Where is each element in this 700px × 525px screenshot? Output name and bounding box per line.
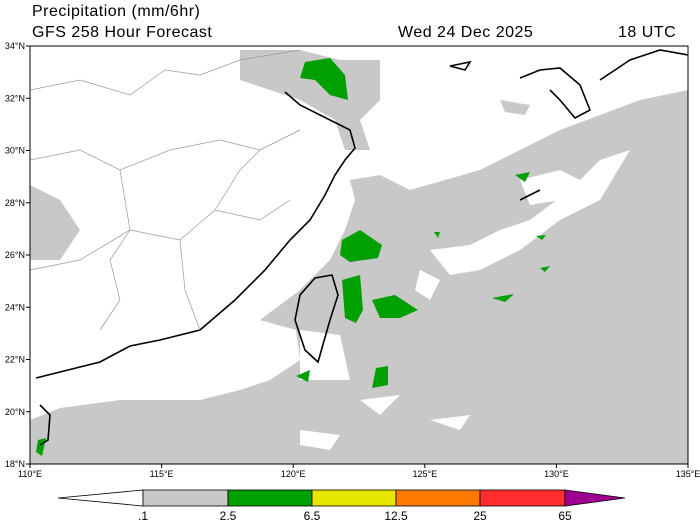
colorbar-segment (479, 489, 566, 507)
lat-label: 24°N (5, 302, 25, 312)
title: Precipitation (mm/6hr) (32, 3, 200, 20)
colorbar-segment (142, 489, 229, 507)
lat-label: 32°N (5, 93, 25, 103)
lat-label: 20°N (5, 407, 25, 417)
lon-label: 120°E (281, 469, 306, 479)
colorbar-segment (311, 489, 397, 507)
colorbar (57, 489, 626, 507)
colorbar-segment (395, 489, 481, 507)
lat-label: 30°N (5, 146, 25, 156)
colorbar-segment (227, 489, 313, 507)
lat-label: 26°N (5, 250, 25, 260)
colorbar-segment (57, 489, 144, 507)
lat-label: 34°N (5, 41, 25, 51)
lon-label: 125°E (412, 469, 437, 479)
precip-moderate (36, 58, 550, 456)
province-borders (30, 49, 301, 331)
valid-date: Wed 24 Dec 2025 (398, 24, 533, 41)
map-area (30, 46, 688, 464)
valid-time: 18 UTC (618, 24, 676, 41)
colorbar-label: 2.5 (220, 509, 237, 523)
colorbar-label: 12.5 (384, 509, 408, 523)
coastline (35, 49, 688, 446)
lon-label: 115°E (150, 469, 174, 479)
colorbar-label: 6.5 (304, 509, 321, 523)
lat-label: 22°N (5, 355, 25, 365)
lat-label: 28°N (5, 198, 25, 208)
colorbar-label: 65 (558, 509, 572, 523)
colorbar-label: 25 (473, 509, 487, 523)
axes: 34°N 32°N 30°N 28°N 26°N 24°N 22°N 20°N 18°N110°… (5, 41, 700, 479)
colorbar-segment (564, 489, 626, 507)
lat-label: 18°N (5, 459, 25, 469)
colorbar-labels: .1 2.5 6.5 12.5 25 65 (138, 509, 572, 523)
subtitle: GFS 258 Hour Forecast (32, 24, 212, 41)
precip-gaps (300, 150, 630, 450)
lon-label: 135°E (676, 469, 700, 479)
colorbar-label: .1 (138, 509, 148, 523)
lon-label: 130°E (544, 469, 569, 479)
lon-label: 110°E (18, 469, 42, 479)
